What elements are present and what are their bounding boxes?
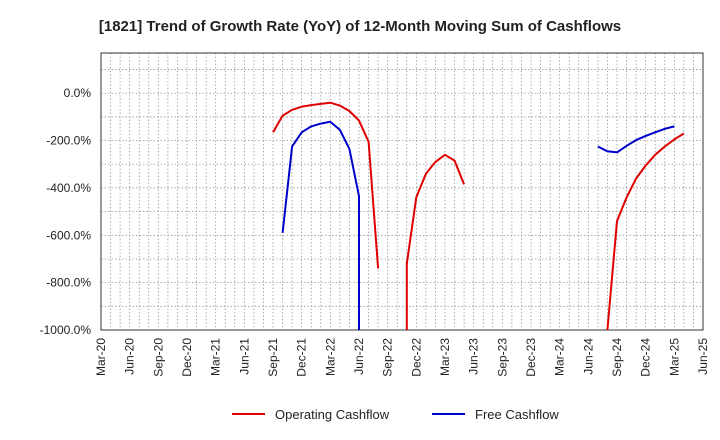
series-line-free-cashflow bbox=[597, 125, 675, 154]
y-tick-label: -200.0% bbox=[46, 134, 91, 148]
x-axis: Mar-20 Jun-20 Sep-20 Dec-20 Mar-21 Jun-21 Sep-… bbox=[94, 338, 710, 377]
x-tick-label: Mar-23 bbox=[438, 338, 452, 376]
series-line-operating-cashflow bbox=[405, 153, 466, 330]
y-tick-label: -600.0% bbox=[46, 228, 91, 242]
series-line-operating-cashflow bbox=[606, 132, 685, 330]
x-tick-label: Mar-21 bbox=[209, 338, 223, 376]
x-tick-label: Sep-20 bbox=[151, 338, 165, 377]
x-tick-label: Dec-22 bbox=[409, 338, 423, 377]
x-tick-label: Jun-20 bbox=[123, 338, 137, 375]
x-tick-label: Jun-22 bbox=[352, 338, 366, 375]
x-tick-label: Jun-21 bbox=[237, 338, 251, 375]
x-tick-label: Sep-21 bbox=[266, 338, 280, 377]
legend-label: Free Cashflow bbox=[475, 407, 559, 422]
legend-label: Operating Cashflow bbox=[275, 407, 390, 422]
x-tick-label: Sep-23 bbox=[495, 338, 509, 377]
x-tick-label: Jun-25 bbox=[696, 338, 710, 375]
y-tick-label: -1000.0% bbox=[40, 323, 92, 337]
x-tick-label: Dec-20 bbox=[180, 338, 194, 377]
series-line-operating-cashflow bbox=[272, 101, 380, 269]
legend: Operating Cashflow Free Cashflow bbox=[232, 407, 559, 422]
chart-title: [1821] Trend of Growth Rate (YoY) of 12-… bbox=[99, 18, 621, 35]
grid bbox=[100, 53, 704, 331]
x-tick-label: Jun-23 bbox=[467, 338, 481, 375]
x-tick-label: Dec-24 bbox=[639, 338, 653, 377]
x-tick-label: Mar-25 bbox=[667, 338, 681, 376]
x-tick-label: Sep-24 bbox=[610, 338, 624, 377]
plot-area bbox=[100, 52, 704, 331]
x-tick-label: Mar-22 bbox=[323, 338, 337, 376]
y-tick-label: -400.0% bbox=[46, 181, 91, 195]
x-tick-label: Dec-21 bbox=[295, 338, 309, 377]
series-line-free-cashflow bbox=[281, 120, 360, 330]
x-tick-label: Sep-22 bbox=[381, 338, 395, 377]
x-tick-label: Dec-23 bbox=[524, 338, 538, 377]
x-tick-label: Jun-24 bbox=[581, 338, 595, 375]
x-tick-label: Mar-20 bbox=[94, 338, 108, 376]
plot-border bbox=[100, 52, 704, 331]
x-tick-label: Mar-24 bbox=[553, 338, 567, 376]
y-tick-label: 0.0% bbox=[64, 86, 92, 100]
y-tick-label: -800.0% bbox=[46, 276, 91, 290]
y-axis: 0.0% -200.0% -400.0% -600.0% -800.0% -1000.0% bbox=[40, 86, 92, 337]
series-layer bbox=[272, 101, 685, 330]
